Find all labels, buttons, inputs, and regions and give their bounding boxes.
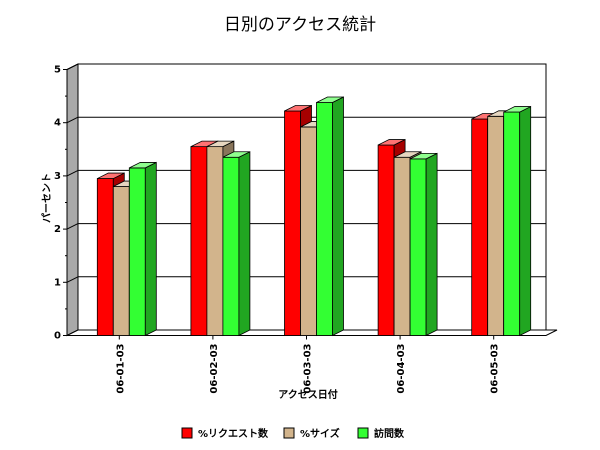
bar-side <box>425 152 438 337</box>
bar-front <box>487 115 505 336</box>
bar-top <box>97 172 125 179</box>
bar-top <box>206 140 235 148</box>
bar <box>409 152 438 337</box>
bar <box>128 161 157 337</box>
y-tick-label: 1 <box>54 277 61 288</box>
bar-top <box>393 151 422 158</box>
bar-front <box>393 156 411 336</box>
bar-side <box>238 151 251 337</box>
bar-top <box>503 106 531 113</box>
bar-top <box>316 96 344 103</box>
bar-top <box>284 105 312 112</box>
legend: %リクエスト数 %サイズ 訪問数 <box>181 427 405 440</box>
bar-top <box>409 152 438 160</box>
bar <box>316 96 344 337</box>
gridline-side <box>66 169 79 177</box>
bar-top <box>129 162 157 169</box>
bar-side <box>144 161 157 337</box>
bars <box>96 96 532 337</box>
y-tick-label: 0 <box>54 331 61 342</box>
bar <box>222 151 251 337</box>
y-axis-label: パーセント <box>41 173 53 223</box>
chart-title: 日別のアクセス統計 <box>224 15 376 35</box>
legend-label: %サイズ <box>300 427 340 440</box>
legend-label: 訪問数 <box>374 427 405 440</box>
x-axis-label: アクセス日付 <box>278 388 338 401</box>
bar-top <box>377 139 406 146</box>
bar-front <box>222 156 240 336</box>
bar-front <box>96 178 114 336</box>
x-tick-label: 06-01-03 <box>115 343 126 393</box>
gridline-side <box>66 116 79 124</box>
bar-front <box>409 158 427 336</box>
bar-front <box>300 126 317 336</box>
bar-front <box>316 102 333 336</box>
bar-front <box>377 144 395 336</box>
x-tick-label: 06-05-03 <box>490 343 501 393</box>
x-tick-label: 06-03-03 <box>303 343 314 393</box>
legend-label: %リクエスト数 <box>198 427 269 440</box>
bar-front <box>284 110 301 336</box>
legend-swatch <box>181 427 193 439</box>
bar-front <box>112 186 130 336</box>
bar-front <box>503 111 521 336</box>
tick-labels: 0 1 2 3 4 5 06-01-03 06-02-03 06-03-03 06-04-03 06… <box>54 65 501 394</box>
gridline-side <box>66 63 79 70</box>
bar-top <box>222 151 251 158</box>
gridline-side <box>66 276 79 283</box>
bar-side <box>332 96 344 337</box>
y-tick-label: 5 <box>54 65 61 76</box>
legend-swatch <box>283 427 295 439</box>
legend-swatch <box>357 427 369 439</box>
gridline-side <box>66 223 79 230</box>
bar-front <box>206 146 224 336</box>
y-tick-label: 4 <box>54 118 61 129</box>
side-wall <box>66 63 79 337</box>
bar-front <box>471 118 489 336</box>
x-tick-label: 06-02-03 <box>209 343 220 393</box>
y-tick-label: 2 <box>54 224 61 235</box>
bar-front <box>128 167 146 336</box>
x-tick-label: 06-04-03 <box>396 343 407 393</box>
y-tick-label: 3 <box>54 171 61 182</box>
bar-side <box>519 105 532 337</box>
bar <box>503 105 532 337</box>
bar-front <box>190 146 208 336</box>
